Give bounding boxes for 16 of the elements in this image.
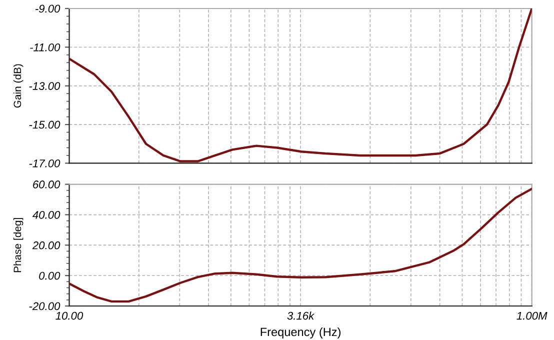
y-tick-label: -9.00 (35, 4, 60, 13)
y-tick-label: -17.00 (29, 159, 60, 168)
y-tick-label: -15.00 (29, 120, 60, 129)
y-tick-label: 20.00 (32, 241, 60, 250)
y-tick-label: -20.00 (29, 302, 60, 310)
y-tick-label: 0.00 (39, 272, 60, 280)
x-axis-title: Frequency (Hz) (260, 327, 340, 338)
x-tick-label: 3.16k (287, 312, 315, 320)
y-tick-label: 40.00 (32, 210, 60, 219)
x-tick-label: 1.00M (516, 312, 548, 320)
y-tick-label: -11.00 (30, 43, 60, 52)
y-tick-label: 60.00 (33, 180, 60, 188)
x-tick-label: 10.00 (56, 312, 84, 320)
y-axis-title: Gain (dB) (13, 64, 24, 108)
y-axis-title: Phase [deg] (13, 218, 24, 272)
y-tick-label: -13.00 (29, 82, 60, 90)
